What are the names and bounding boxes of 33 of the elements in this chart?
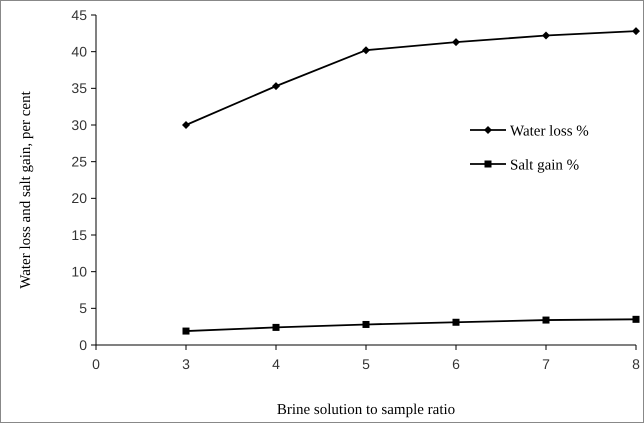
point (452, 38, 460, 46)
point (362, 46, 370, 54)
legend-label: Salt gain % (510, 157, 580, 174)
point (182, 328, 190, 335)
x-tick-label: 8 (632, 356, 640, 372)
y-tick-label: 45 (71, 6, 88, 23)
x-axis-title: Brine solution to sample ratio (276, 402, 456, 418)
point (182, 121, 190, 129)
point (452, 318, 460, 326)
y-tick-label: 40 (71, 44, 88, 60)
point (362, 320, 370, 328)
x-tick-label: 7 (542, 356, 550, 372)
x-tick-label: 0 (92, 356, 100, 372)
y-tick-label: 35 (71, 80, 88, 96)
y-tick-label: 0 (79, 336, 88, 353)
point (272, 324, 280, 331)
y-tick-label: 10 (71, 264, 88, 280)
point (542, 32, 550, 40)
x-tick-label: 5 (362, 356, 370, 372)
y-tick-label: 30 (71, 116, 88, 133)
legend-label: Water loss % (510, 123, 589, 140)
x-tick-label: 6 (452, 356, 460, 372)
y-tick-label: 25 (71, 154, 88, 170)
point (632, 27, 640, 36)
point (632, 316, 640, 323)
y-tick-label: 20 (71, 190, 88, 206)
y-tick-label: 5 (79, 300, 88, 316)
x-tick-label: 4 (272, 356, 280, 372)
point (272, 82, 280, 90)
y-axis-title: Water loss and salt gain, per cent (18, 90, 34, 289)
x-tick-label: 3 (182, 356, 190, 372)
point (542, 316, 550, 324)
y-tick-label: 15 (71, 226, 88, 243)
